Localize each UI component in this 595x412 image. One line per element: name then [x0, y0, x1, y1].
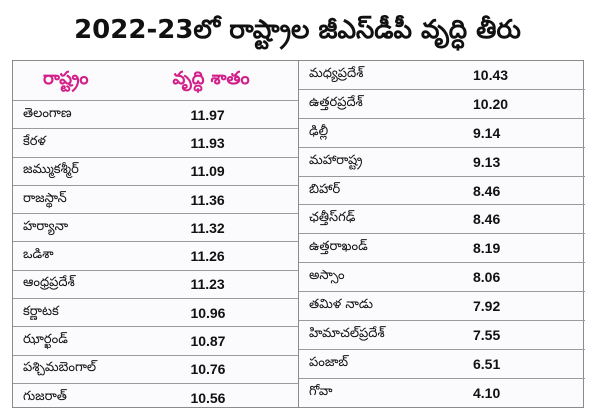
state-name: మధ్యప్రదేశ్ [309, 65, 364, 81]
table-row: ఛత్తీస్‌గఢ్ 8.46 [299, 205, 585, 235]
growth-value: 9.13 [473, 153, 501, 170]
state-name: మహారాష్ట్ర [309, 152, 363, 168]
state-name: కేరళ [23, 133, 46, 149]
table-row: ఢిల్లీ 9.14 [299, 119, 585, 148]
gsdp-growth-table: రాష్ట్రం వృద్ధి శాతం తెలంగాణ 11.97 కేరళ 11.… [12, 60, 585, 408]
table-body-left: తెలంగాణ 11.97 కేరళ 11.93 జమ్ముకశ్మీర్ 11.09 రా… [13, 101, 298, 412]
growth-value: 8.46 [473, 211, 501, 228]
table-body-right: మధ్యప్రదేశ్ 10.43 ఉత్తరప్రదేశ్ 10.20 ఢిల్లీ 9… [299, 61, 585, 408]
state-name: హిమాచల్‌ప్రదేశ్ [309, 325, 385, 341]
growth-value: 10.43 [473, 66, 509, 83]
table-row: అస్సాం 8.06 [299, 263, 585, 293]
state-name: ఢిల్లీ [309, 123, 329, 139]
growth-value: 7.55 [473, 326, 501, 343]
state-name: తెలంగాణ [23, 105, 72, 121]
table-row: ఉత్తరప్రదేశ్ 10.20 [299, 90, 585, 119]
header-growth: వృద్ధి శాతం [172, 68, 250, 89]
growth-value: 10.20 [473, 95, 509, 112]
growth-value: 10.96 [190, 304, 226, 321]
growth-value: 8.46 [473, 182, 501, 199]
state-name: హర్యానా [23, 218, 69, 234]
page-title: 2022-23లో రాష్ట్రాల జీఎస్‌డీపీ వృద్ధి తీ… [74, 15, 521, 45]
table-column-left: రాష్ట్రం వృద్ధి శాతం తెలంగాణ 11.97 కేరళ 11.… [13, 61, 299, 407]
state-name: ఉత్తరాఖండ్ [309, 239, 368, 255]
growth-value: 8.06 [473, 269, 501, 286]
growth-value: 8.19 [473, 240, 501, 257]
table-column-right: మధ్యప్రదేశ్ 10.43 ఉత్తరప్రదేశ్ 10.20 ఢిల్లీ 9… [299, 61, 585, 407]
table-row: ఉత్తరాఖండ్ 8.19 [299, 234, 585, 264]
table-row: మధ్యప్రదేశ్ 10.43 [299, 61, 585, 90]
growth-value: 11.36 [190, 191, 225, 208]
state-name: ఛత్తీస్‌గఢ్ [309, 210, 356, 226]
table-row: జమ్ముకశ్మీర్ 11.09 [13, 158, 298, 186]
table-row: కర్ణాటక 10.96 [13, 299, 298, 328]
header-state: రాష్ట్రం [43, 68, 89, 89]
table-row: ఝార్ఖండ్ 10.87 [13, 327, 298, 356]
table-row: కేరళ 11.93 [13, 129, 298, 158]
growth-value: 10.87 [190, 333, 226, 350]
state-name: పశ్చిమబెంగాల్ [23, 360, 97, 376]
table-row: తెలంగాణ 11.97 [13, 101, 298, 130]
state-name: ఒడిశా [23, 247, 54, 263]
table-row: గుజరాత్ 10.56 [13, 384, 298, 412]
state-name: గోవా [309, 384, 333, 400]
growth-value: 11.97 [190, 106, 225, 123]
table-row: గోవా 4.10 [299, 379, 585, 408]
state-name: గుజరాత్ [23, 389, 67, 405]
table-row: ఒడిశా 11.26 [13, 242, 298, 271]
growth-value: 10.56 [190, 390, 226, 407]
growth-value: 11.09 [190, 163, 225, 180]
growth-value: 4.10 [473, 385, 501, 402]
state-name: బిహార్ [309, 181, 341, 197]
growth-value: 9.14 [473, 124, 501, 141]
state-name: ఉత్తరప్రదేశ్ [309, 94, 363, 110]
table-row: పంజాబ్ 6.51 [299, 350, 585, 379]
growth-value: 11.26 [190, 248, 225, 265]
table-header: రాష్ట్రం వృద్ధి శాతం [13, 61, 298, 101]
state-name: ఝార్ఖండ్ [23, 332, 68, 348]
state-name: అస్సాం [309, 268, 345, 284]
state-name: ఆంధ్రప్రదేశ్ [23, 275, 75, 291]
state-name: పంజాబ్ [309, 354, 349, 370]
table-row: హర్యానా 11.32 [13, 214, 298, 243]
table-row: మహారాష్ట్ర 9.13 [299, 148, 585, 177]
table-row: తమిళ నాడు 7.92 [299, 292, 585, 322]
growth-value: 11.23 [190, 276, 225, 293]
table-row: రాజస్థాన్ 11.36 [13, 186, 298, 215]
table-row: హిమాచల్‌ప్రదేశ్ 7.55 [299, 321, 585, 350]
table-row: బిహార్ 8.46 [299, 177, 585, 206]
state-name: జమ్ముకశ్మీర్ [23, 162, 79, 178]
state-name: రాజస్థాన్ [23, 190, 67, 206]
state-name: కర్ణాటక [23, 303, 59, 319]
growth-value: 11.93 [190, 134, 225, 151]
table-row: పశ్చిమబెంగాల్ 10.76 [13, 356, 298, 384]
table-row: ఆంధ్రప్రదేశ్ 11.23 [13, 271, 298, 300]
growth-value: 11.32 [190, 219, 225, 236]
growth-value: 10.76 [190, 361, 226, 378]
growth-value: 6.51 [473, 355, 501, 372]
growth-value: 7.92 [473, 298, 501, 315]
state-name: తమిళ నాడు [309, 297, 374, 313]
